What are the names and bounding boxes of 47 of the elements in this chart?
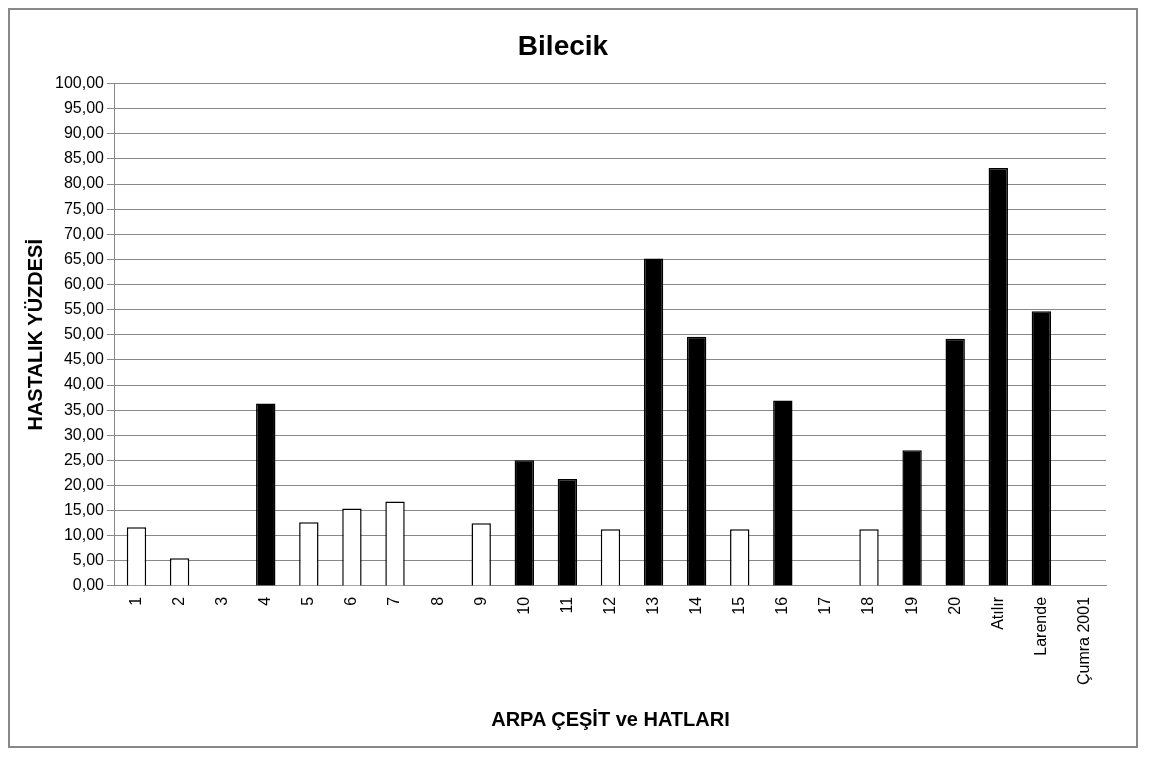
y-tick-label: 20,00	[63, 475, 105, 493]
x-tick-label: 2	[169, 596, 187, 606]
x-tick-label: 18	[859, 596, 877, 615]
y-tick-label: 5,00	[72, 551, 105, 569]
x-axis-title: ARPA ÇEŞİT ve HATLARI	[491, 707, 730, 730]
y-tick-label: 55,00	[63, 300, 105, 318]
y-tick-label: 80,00	[63, 174, 105, 192]
chart-title: Bilecik	[517, 29, 609, 61]
y-tick-label: 30,00	[63, 425, 105, 443]
y-tick-label: 25,00	[63, 450, 105, 468]
y-tick-label: 60,00	[63, 274, 105, 292]
x-tick-label: 7	[385, 596, 403, 606]
y-tick-label: 65,00	[63, 249, 105, 267]
x-tick-label: 3	[213, 596, 231, 606]
y-tick-label: 85,00	[63, 149, 105, 167]
y-tick-label: 70,00	[63, 224, 105, 242]
y-tick-label: 45,00	[63, 350, 105, 368]
x-tick-label: 13	[643, 596, 661, 615]
x-tick-label: 14	[687, 596, 705, 615]
y-tick-label: 15,00	[63, 501, 105, 519]
x-tick-label: 8	[428, 596, 446, 606]
x-tick-label: 19	[902, 596, 920, 615]
x-tick-label: 1	[126, 596, 144, 606]
y-tick-label: 10,00	[63, 526, 105, 544]
y-tick-label: 100,00	[55, 74, 105, 92]
x-tick-label: Larende	[1031, 596, 1049, 656]
x-tick-label: 11	[557, 596, 575, 614]
y-tick-label: 0,00	[72, 576, 105, 594]
x-tick-label: 16	[773, 596, 791, 615]
x-tick-label: Atılır	[988, 596, 1006, 630]
x-tick-label: 6	[342, 596, 360, 606]
x-tick-label: 15	[730, 596, 748, 615]
y-tick-label: 40,00	[63, 375, 105, 393]
x-tick-label: 9	[471, 596, 489, 606]
x-tick-label: 17	[816, 596, 834, 615]
x-tick-label: 10	[514, 596, 532, 615]
x-tick-label: 5	[299, 596, 317, 606]
y-tick-label: 50,00	[63, 325, 105, 343]
y-tick-label: 90,00	[63, 124, 105, 142]
x-tick-label: 12	[600, 596, 618, 615]
x-tick-label: 4	[256, 596, 274, 606]
x-tick-label: Çumra 2001	[1074, 596, 1092, 685]
y-axis-title: HASTALIK YÜZDESİ	[23, 239, 46, 431]
x-tick-label: 20	[945, 596, 963, 615]
y-tick-label: 75,00	[63, 199, 105, 217]
y-tick-label: 35,00	[63, 400, 105, 418]
y-tick-label: 95,00	[63, 99, 105, 117]
